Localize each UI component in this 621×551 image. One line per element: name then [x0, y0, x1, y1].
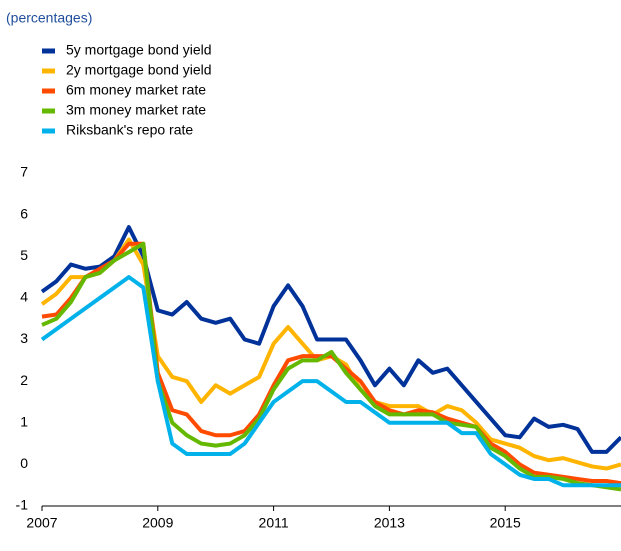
y-tick-label: 5	[20, 247, 28, 263]
legend-label: 6m money market rate	[66, 82, 206, 98]
y-tick-label: 3	[20, 330, 28, 346]
y-tick-label: 0	[20, 455, 28, 471]
chart-subtitle: (percentages)	[6, 10, 92, 26]
x-tick-label: 2011	[259, 515, 289, 531]
y-tick-label: 7	[20, 164, 28, 180]
series-line	[41, 241, 621, 486]
legend-label: 5y mortgage bond yield	[66, 42, 212, 58]
x-tick-label: 2009	[142, 515, 173, 531]
legend-label: 2y mortgage bond yield	[66, 62, 212, 78]
series-line	[40, 225, 621, 454]
y-tick-label: 4	[20, 289, 28, 305]
y-tick-label: -1	[16, 497, 29, 513]
x-tick-label: 2007	[26, 515, 57, 531]
series-line	[40, 275, 621, 488]
series-line	[41, 241, 621, 492]
legend-label: Riksbank's repo rate	[66, 122, 193, 138]
y-tick-label: 1	[20, 413, 28, 429]
legend-label: 3m money market rate	[66, 102, 206, 118]
x-tick-label: 2013	[374, 515, 405, 531]
x-tick-label: 2015	[490, 515, 521, 531]
y-tick-label: 2	[20, 372, 28, 388]
y-tick-label: 6	[20, 205, 28, 221]
